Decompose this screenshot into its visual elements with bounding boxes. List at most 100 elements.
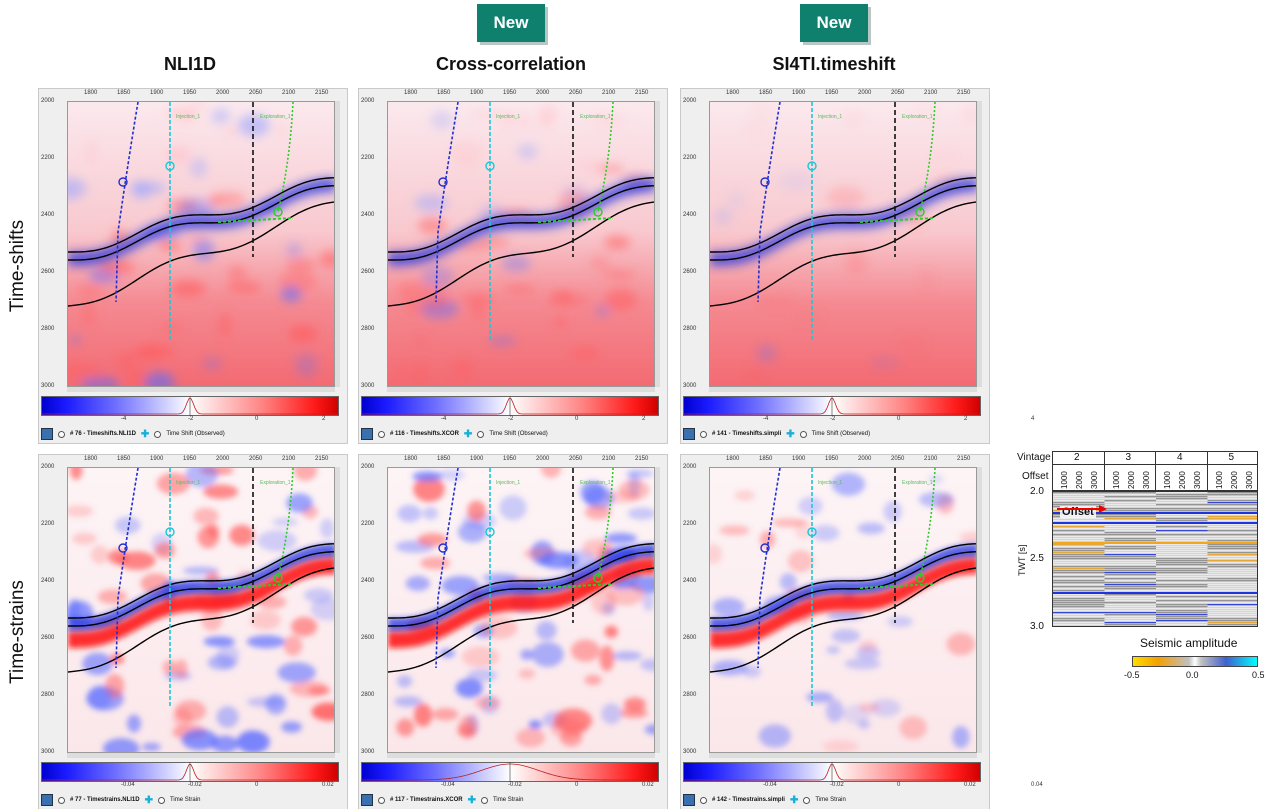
vertical-scrollbar[interactable] bbox=[977, 101, 982, 387]
vertical-scrollbar[interactable] bbox=[977, 467, 982, 753]
seismic-event bbox=[1053, 518, 1105, 520]
seismic-event bbox=[1053, 492, 1105, 494]
noise-blob bbox=[605, 288, 637, 311]
well-marker-icon bbox=[593, 207, 603, 217]
app-icon[interactable] bbox=[683, 794, 695, 806]
seismic-panel[interactable]: 1800 1850 1900 1950 2000 2050 2100 2150 2000 2200… bbox=[38, 454, 401, 809]
horizontal-scrollbar[interactable] bbox=[709, 753, 977, 758]
seismic-amplitude-tick: -0.5 bbox=[1124, 670, 1140, 680]
seismic-section[interactable]: Injection_1 Exploration_1 bbox=[709, 467, 977, 753]
x-tick-label: 2000 bbox=[536, 90, 550, 96]
radio-icon[interactable] bbox=[378, 430, 385, 438]
y-tick-label: 3000 bbox=[683, 749, 697, 755]
vertical-scrollbar[interactable] bbox=[655, 467, 660, 753]
radio-icon[interactable] bbox=[58, 430, 65, 438]
noise-blob bbox=[640, 658, 654, 672]
seismic-event bbox=[1156, 540, 1208, 542]
seismic-event bbox=[1156, 568, 1208, 570]
noise-blob bbox=[642, 590, 654, 612]
seismic-event bbox=[1053, 626, 1105, 627]
seismic-event bbox=[1207, 510, 1257, 512]
well-trajectory bbox=[115, 102, 139, 303]
noise-blob bbox=[918, 268, 935, 290]
seismic-event bbox=[1207, 614, 1257, 616]
app-icon[interactable] bbox=[41, 428, 53, 440]
app-icon[interactable] bbox=[683, 428, 695, 440]
seismic-event bbox=[1053, 570, 1105, 572]
radio-icon[interactable] bbox=[154, 430, 162, 438]
y-tick-label: 2800 bbox=[361, 326, 375, 332]
seismic-event bbox=[1156, 596, 1208, 598]
offset-arrow-icon bbox=[1055, 500, 1107, 518]
seismic-event bbox=[1104, 616, 1156, 618]
noise-blob bbox=[257, 530, 297, 552]
seismic-event bbox=[1156, 614, 1208, 616]
vertical-scrollbar[interactable] bbox=[335, 101, 340, 387]
app-icon[interactable] bbox=[41, 794, 53, 806]
noise-blob bbox=[772, 518, 806, 528]
move-icon[interactable]: ✚ bbox=[786, 428, 795, 440]
seismic-event bbox=[1053, 528, 1105, 530]
noise-blob bbox=[962, 104, 976, 123]
noise-blob bbox=[712, 597, 745, 617]
app-icon[interactable] bbox=[361, 794, 373, 806]
y-tick-label: 2600 bbox=[361, 269, 375, 275]
radio-icon[interactable] bbox=[157, 796, 165, 804]
well-horizontal-section bbox=[859, 217, 936, 223]
x-tick-label: 2050 bbox=[249, 456, 263, 462]
noise-blob bbox=[822, 740, 859, 752]
seismic-event bbox=[1156, 514, 1208, 516]
seismic-panel[interactable]: 1800 1850 1900 1950 2000 2050 2100 2150 2000 2200… bbox=[680, 88, 1034, 444]
well-trajectory bbox=[115, 468, 139, 669]
x-tick-label: 2000 bbox=[216, 456, 230, 462]
seismic-section[interactable]: Injection_1 Exploration_1 bbox=[67, 467, 335, 753]
seismic-section[interactable]: Injection_1 Exploration_1 bbox=[67, 101, 335, 387]
seismic-event bbox=[1104, 508, 1156, 510]
histogram-curve bbox=[361, 762, 659, 782]
radio-icon[interactable] bbox=[58, 796, 65, 804]
seismic-section[interactable]: Injection_1 Exploration_1 bbox=[387, 101, 655, 387]
move-icon[interactable]: ✚ bbox=[144, 794, 153, 806]
horizontal-scrollbar[interactable] bbox=[387, 387, 655, 392]
seismic-panel[interactable]: 1800 1850 1900 1950 2000 2050 2100 2150 2000 2200… bbox=[38, 88, 392, 444]
noise-blob bbox=[461, 646, 500, 668]
radio-icon[interactable] bbox=[700, 796, 707, 804]
move-icon[interactable]: ✚ bbox=[140, 428, 150, 440]
noise-blob bbox=[397, 504, 422, 523]
radio-icon[interactable] bbox=[799, 430, 807, 438]
horizontal-scrollbar[interactable] bbox=[387, 753, 655, 758]
horizontal-scrollbar[interactable] bbox=[67, 387, 335, 392]
move-icon[interactable]: ✚ bbox=[467, 794, 476, 806]
vertical-scrollbar[interactable] bbox=[655, 101, 660, 387]
noise-blob bbox=[552, 317, 569, 328]
y-tick-label: 2800 bbox=[683, 326, 697, 332]
move-icon[interactable]: ✚ bbox=[463, 428, 473, 440]
noise-blob bbox=[218, 312, 232, 338]
radio-icon[interactable] bbox=[477, 430, 485, 438]
app-icon[interactable] bbox=[361, 428, 373, 440]
seismic-panel[interactable]: 1800 1850 1900 1950 2000 2050 2100 2150 2000 2200… bbox=[680, 454, 1043, 809]
radio-icon[interactable] bbox=[700, 430, 707, 438]
seismic-event bbox=[1104, 598, 1156, 600]
radio-icon[interactable] bbox=[378, 796, 385, 804]
move-icon[interactable]: ✚ bbox=[789, 794, 799, 806]
seismic-event bbox=[1207, 530, 1257, 532]
noise-blob bbox=[710, 543, 723, 564]
well-trajectory bbox=[597, 102, 614, 213]
noise-blob bbox=[520, 649, 534, 661]
horizontal-scrollbar[interactable] bbox=[709, 387, 977, 392]
y-tick-label: 2800 bbox=[361, 692, 375, 698]
radio-icon[interactable] bbox=[803, 796, 811, 804]
seismic-event bbox=[1105, 626, 1157, 627]
noise-blob bbox=[90, 545, 109, 564]
vertical-scrollbar[interactable] bbox=[335, 467, 340, 753]
seismic-event bbox=[1104, 548, 1156, 550]
seismic-panel[interactable]: 1800 1850 1900 1950 2000 2050 2100 2150 2000 2200… bbox=[358, 454, 721, 809]
seismic-section[interactable]: Injection_1 Exploration_1 bbox=[387, 467, 655, 753]
y-tick-label: 2200 bbox=[683, 155, 697, 161]
seismic-event bbox=[1207, 534, 1257, 536]
radio-icon[interactable] bbox=[480, 796, 488, 804]
horizontal-scrollbar[interactable] bbox=[67, 753, 335, 758]
seismic-section[interactable]: Injection_1 Exploration_1 bbox=[709, 101, 977, 387]
seismic-panel[interactable]: 1800 1850 1900 1950 2000 2050 2100 2150 2000 2200… bbox=[358, 88, 712, 444]
